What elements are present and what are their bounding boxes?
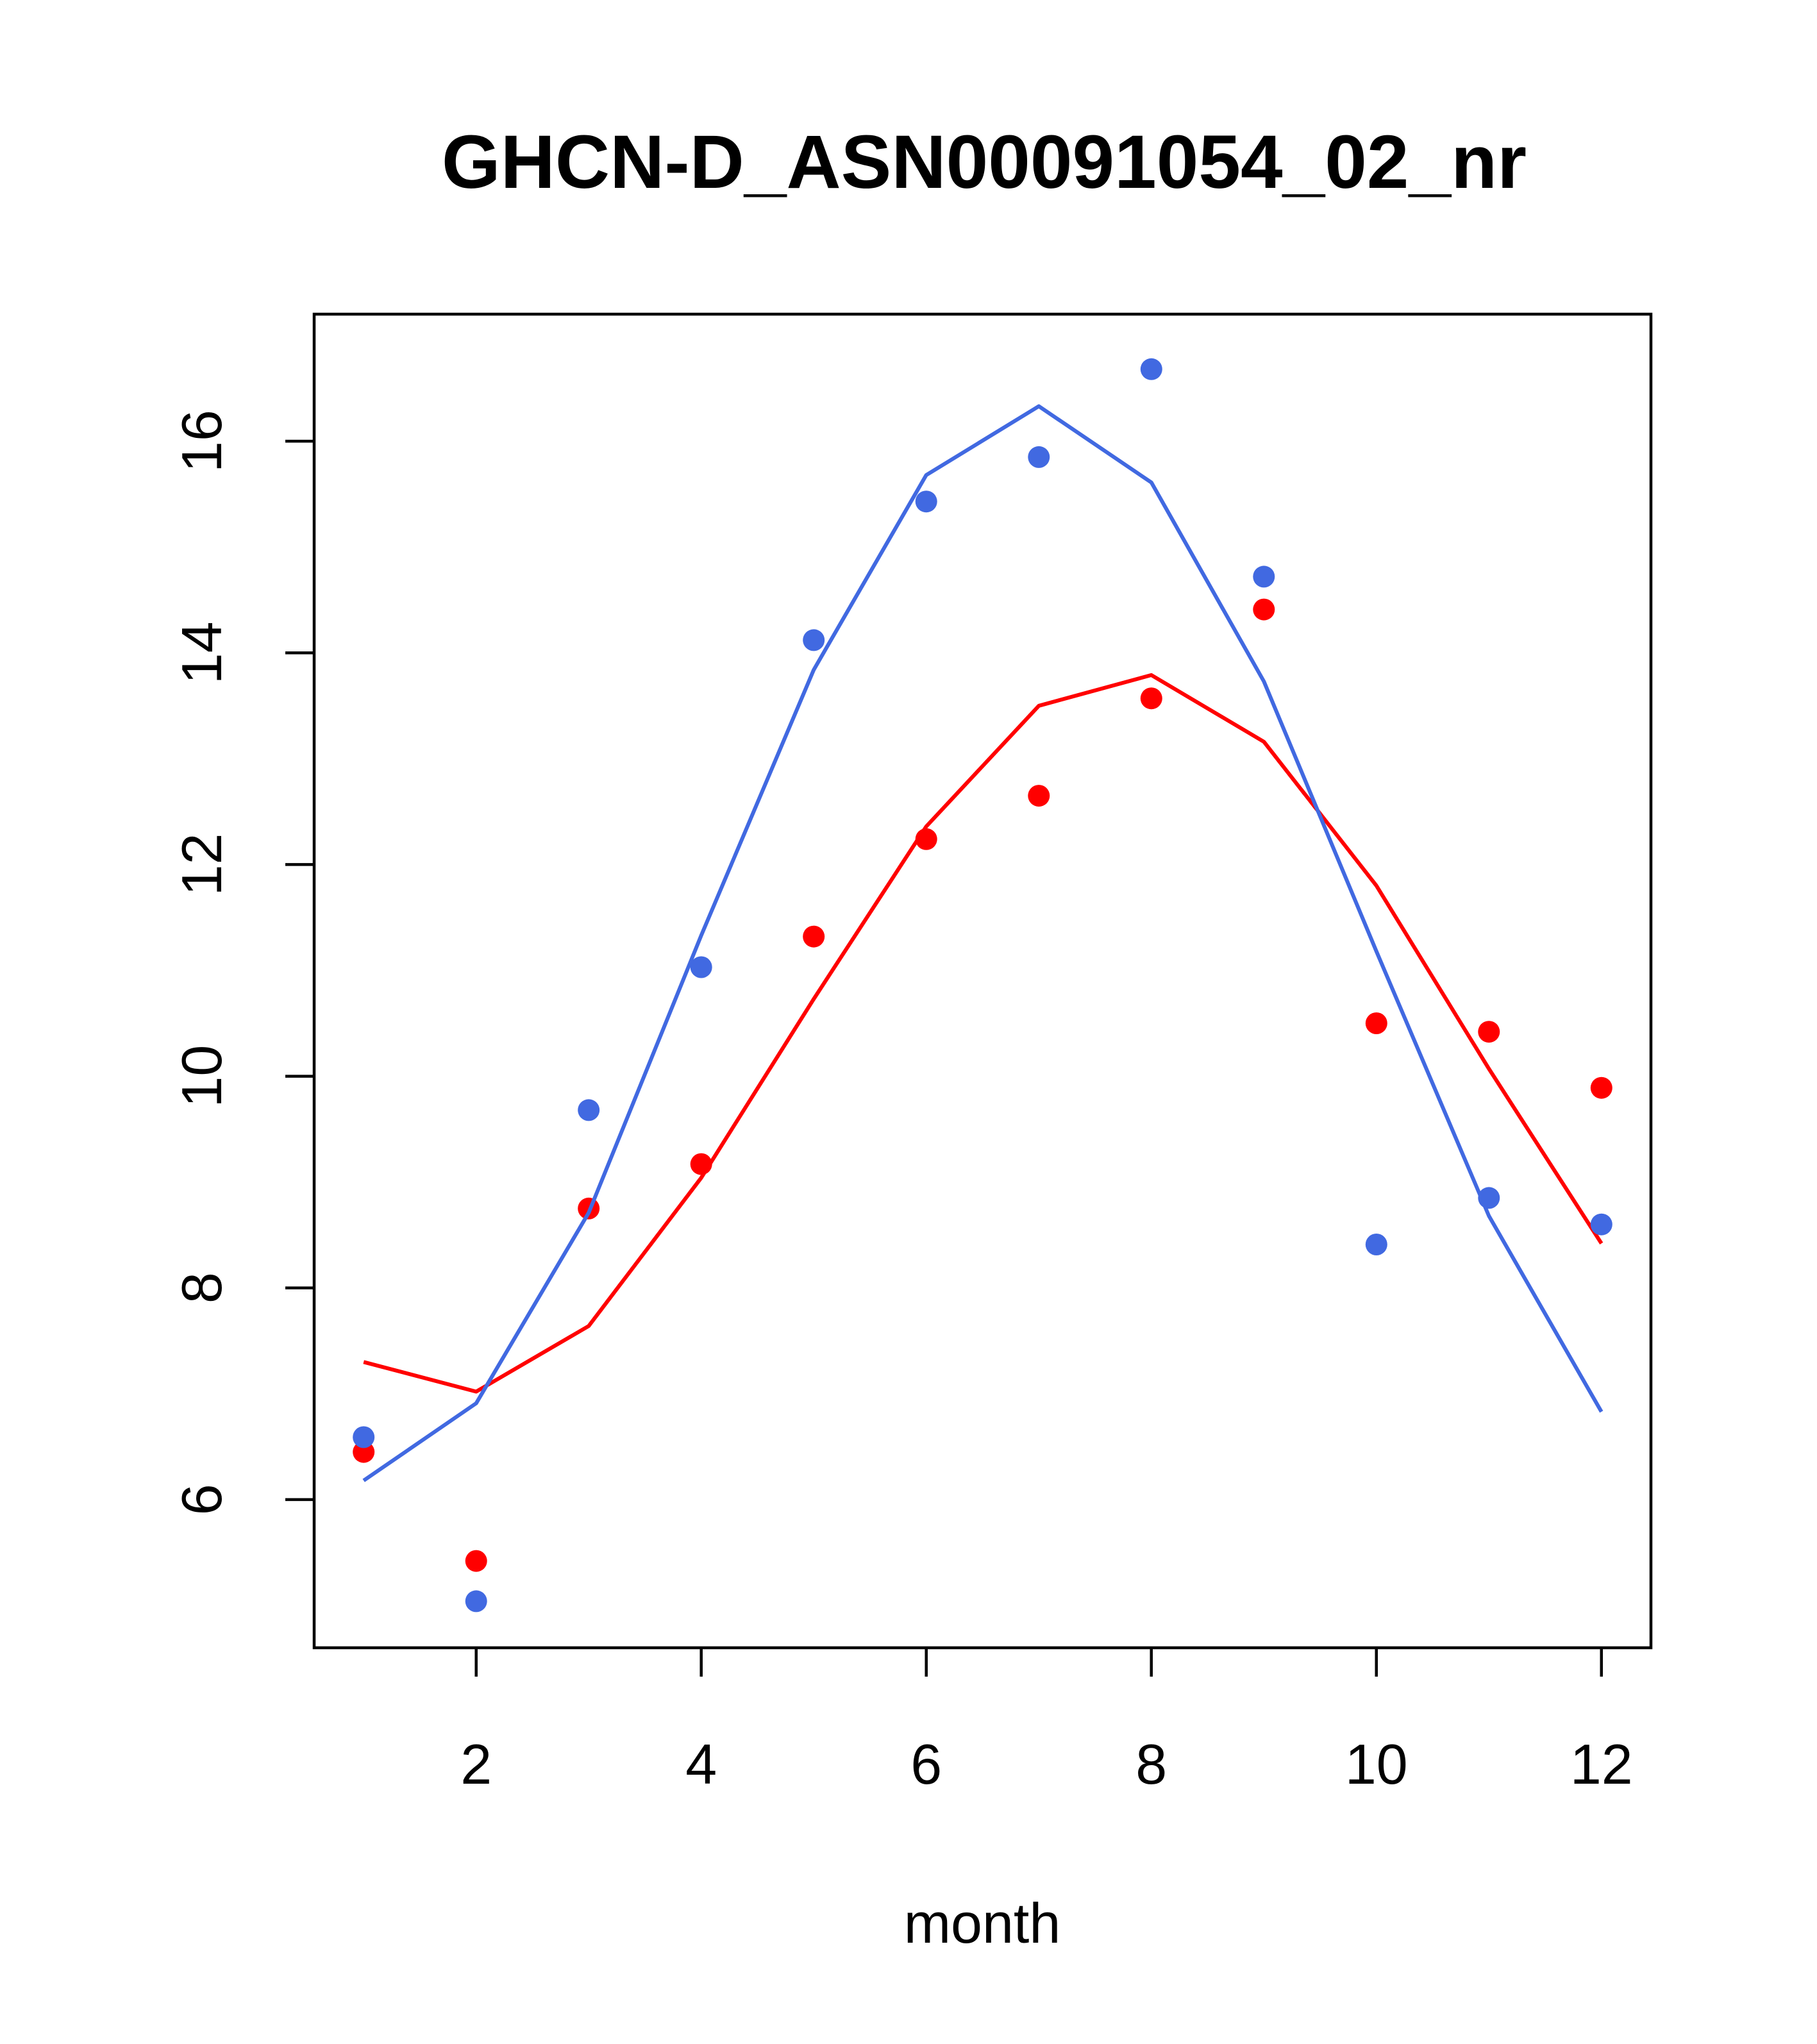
y-tick-label: 8	[170, 1272, 233, 1303]
series-1-point	[915, 828, 937, 850]
y-tick-label: 12	[170, 833, 233, 896]
series-2-point	[690, 956, 712, 978]
series-2-point	[803, 629, 825, 651]
chart-title: GHCN-D_ASN00091054_02_nr	[442, 120, 1527, 205]
series-2-point	[1478, 1187, 1500, 1209]
series-1-point	[1253, 598, 1275, 621]
series-1-point	[1365, 1012, 1387, 1034]
y-tick-label: 6	[170, 1484, 233, 1515]
series-1-point	[1590, 1076, 1612, 1099]
series-1-point	[803, 925, 825, 948]
plot-area	[353, 358, 1612, 1613]
series-1-point	[690, 1153, 712, 1175]
series-2-point	[1590, 1213, 1612, 1236]
series-1-point	[1140, 687, 1162, 710]
x-axis: 2 4 6 8 10 12	[460, 1648, 1633, 1796]
y-tick-label: 16	[170, 410, 233, 473]
series-2-point	[465, 1590, 487, 1613]
series-1-fit-line	[363, 673, 1603, 1394]
x-axis-label: month	[904, 1891, 1061, 1955]
x-tick-label: 4	[685, 1732, 717, 1796]
x-tick-label: 6	[910, 1732, 942, 1796]
series-1-point	[465, 1550, 487, 1572]
x-tick-label: 8	[1135, 1732, 1167, 1796]
plot-frame	[312, 312, 1653, 1650]
series-2-point	[1140, 358, 1162, 380]
series-2-point	[915, 490, 937, 513]
series-2-point	[353, 1426, 375, 1448]
series-2	[353, 358, 1612, 1613]
series-2-point	[1028, 446, 1050, 468]
series-2-point	[578, 1099, 600, 1121]
x-tick-label: 12	[1570, 1732, 1633, 1796]
series-2-point	[1365, 1234, 1387, 1255]
series-2-point	[1253, 565, 1275, 588]
x-tick-label: 10	[1345, 1732, 1408, 1796]
y-tick-label: 14	[170, 621, 233, 684]
series-2-fit-line	[362, 404, 1603, 1482]
y-tick-label: 10	[170, 1045, 233, 1108]
series-1-point	[1478, 1021, 1500, 1043]
x-tick-label: 2	[460, 1732, 492, 1796]
series-1	[353, 598, 1612, 1572]
series-1-point	[1028, 785, 1050, 807]
y-axis: 6 8 10 12 14 16	[170, 410, 314, 1515]
